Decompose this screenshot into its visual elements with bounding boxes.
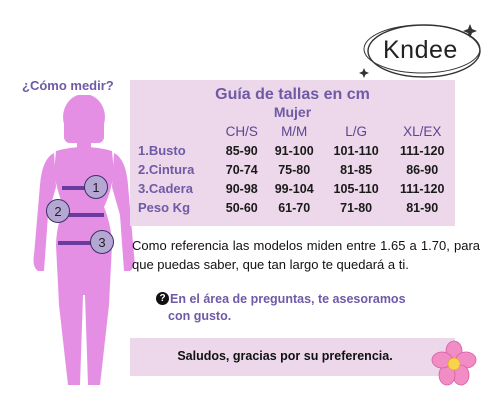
row-label: 2.Cintura — [138, 162, 195, 177]
header-spacer — [130, 122, 218, 141]
table-cell: 81-90 — [406, 200, 439, 215]
table-cell: 111-120 — [399, 181, 445, 196]
table-row: 2.Cintura 70-74 75-80 81-85 86-90 — [130, 160, 455, 179]
row-label: 1.Busto — [138, 143, 186, 158]
row-label: 3.Cadera — [138, 181, 193, 196]
logo-text: Kndee — [383, 36, 458, 64]
model-reference-text: Como referencia las modelos miden entre … — [132, 238, 480, 272]
column-header: CH/S — [225, 124, 258, 139]
badge-hip: 3 — [90, 230, 114, 254]
badge-waist: 2 — [46, 199, 70, 223]
table-cell: 99-104 — [274, 181, 314, 196]
column-header: M/M — [281, 124, 308, 139]
table-cell: 75-80 — [278, 162, 311, 177]
table-cell: 111-120 — [399, 143, 445, 158]
table-cell: 61-70 — [278, 200, 311, 215]
table-row: 1.Busto 85-90 91-100 101-110 111-120 — [130, 141, 455, 160]
table-cell: 81-85 — [340, 162, 373, 177]
column-header: L/G — [345, 124, 368, 139]
badge-bust: 1 — [84, 175, 108, 199]
size-guide-panel — [130, 80, 455, 226]
size-guide-subtitle: Mujer — [273, 104, 312, 120]
size-guide-title: Guía de tallas en cm — [215, 86, 370, 103]
table-cell: 91-100 — [274, 143, 314, 158]
table-cell: 86-90 — [406, 162, 439, 177]
pink-flower-icon — [431, 340, 477, 386]
table-cell: 101-110 — [333, 143, 379, 158]
questions-text-line2: con gusto. — [168, 309, 232, 323]
row-label: Peso Kg — [138, 200, 191, 215]
table-cell: 85-90 — [225, 143, 258, 158]
greeting-text: Saludos, gracias por su preferencia. — [177, 349, 393, 363]
table-cell: 71-80 — [340, 200, 373, 215]
table-cell: 105-110 — [333, 181, 379, 196]
table-cell: 50-60 — [225, 200, 258, 215]
size-table: CH/S M/M L/G XL/EX 1.Busto 85-90 91-100 … — [130, 122, 455, 217]
table-row: 3.Cadera 90-98 99-104 105-110 111-120 — [130, 179, 455, 198]
table-cell: 90-98 — [225, 181, 258, 196]
table-header-row: CH/S M/M L/G XL/EX — [130, 122, 455, 141]
how-to-measure-title: ¿Cómo medir? — [22, 78, 114, 93]
table-row: Peso Kg 50-60 61-70 71-80 81-90 — [130, 198, 455, 217]
greeting-panel — [130, 338, 455, 376]
questions-text-line1: En el área de preguntas, te asesoramos — [170, 292, 406, 306]
woman-silhouette-icon — [33, 94, 135, 385]
measurement-figure: 1 2 3 — [14, 94, 136, 395]
column-header: XL/EX — [403, 124, 442, 139]
circle-logo-icon — [359, 24, 481, 78]
table-cell: 70-74 — [225, 162, 258, 177]
question-icon: ? — [156, 292, 169, 305]
